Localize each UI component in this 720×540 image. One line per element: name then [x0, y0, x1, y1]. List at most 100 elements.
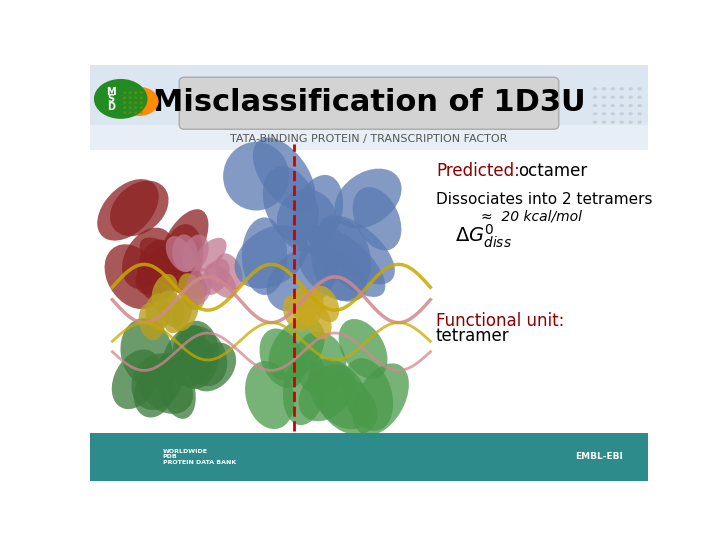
Circle shape — [629, 96, 633, 99]
Ellipse shape — [152, 274, 178, 311]
Circle shape — [619, 112, 624, 116]
Bar — [90, 65, 648, 148]
Text: $\Delta G^0_{diss}$: $\Delta G^0_{diss}$ — [456, 222, 513, 250]
Circle shape — [94, 79, 148, 119]
Text: Functional unit:: Functional unit: — [436, 312, 564, 329]
Ellipse shape — [294, 332, 346, 396]
Circle shape — [637, 104, 642, 107]
Ellipse shape — [172, 321, 219, 389]
Circle shape — [123, 106, 126, 109]
Ellipse shape — [334, 168, 402, 228]
Ellipse shape — [319, 215, 395, 285]
Ellipse shape — [156, 353, 196, 419]
Ellipse shape — [166, 236, 194, 272]
Ellipse shape — [311, 218, 371, 301]
Ellipse shape — [171, 295, 199, 331]
Text: D: D — [107, 102, 115, 112]
Circle shape — [593, 104, 597, 107]
Ellipse shape — [298, 289, 324, 326]
Ellipse shape — [299, 364, 356, 421]
Circle shape — [619, 87, 624, 91]
Ellipse shape — [172, 234, 197, 272]
Circle shape — [629, 120, 633, 124]
Circle shape — [611, 104, 615, 107]
Ellipse shape — [353, 363, 409, 435]
Ellipse shape — [162, 224, 203, 292]
Circle shape — [637, 96, 642, 99]
Circle shape — [629, 104, 633, 107]
Circle shape — [611, 112, 615, 116]
Ellipse shape — [308, 359, 370, 429]
Ellipse shape — [263, 166, 319, 243]
Ellipse shape — [204, 264, 237, 298]
Circle shape — [602, 120, 606, 124]
Circle shape — [611, 87, 615, 91]
Circle shape — [140, 91, 143, 94]
Ellipse shape — [135, 238, 200, 295]
Ellipse shape — [186, 268, 212, 305]
Ellipse shape — [194, 238, 227, 272]
Circle shape — [629, 112, 633, 116]
Ellipse shape — [309, 225, 385, 297]
Ellipse shape — [312, 286, 339, 322]
Circle shape — [619, 96, 624, 99]
Ellipse shape — [134, 367, 174, 417]
Text: M: M — [107, 87, 116, 97]
Circle shape — [629, 87, 633, 91]
Ellipse shape — [343, 358, 393, 431]
Text: Misclassification of 1D3U: Misclassification of 1D3U — [153, 87, 585, 117]
Circle shape — [140, 111, 143, 114]
Circle shape — [123, 91, 126, 94]
Ellipse shape — [283, 295, 310, 332]
Ellipse shape — [120, 318, 173, 387]
Ellipse shape — [189, 343, 236, 391]
Circle shape — [123, 102, 126, 104]
Ellipse shape — [317, 375, 377, 435]
Circle shape — [611, 96, 615, 99]
Circle shape — [619, 120, 624, 124]
Circle shape — [602, 96, 606, 99]
Ellipse shape — [140, 238, 207, 299]
Ellipse shape — [283, 351, 327, 425]
Ellipse shape — [223, 142, 289, 211]
Bar — [90, 433, 648, 481]
Circle shape — [123, 97, 126, 99]
Circle shape — [128, 97, 132, 99]
FancyBboxPatch shape — [179, 77, 559, 129]
Circle shape — [602, 87, 606, 91]
Circle shape — [120, 87, 158, 116]
Circle shape — [134, 97, 138, 99]
Circle shape — [602, 104, 606, 107]
Ellipse shape — [145, 293, 171, 331]
Ellipse shape — [299, 245, 366, 302]
Text: tetramer: tetramer — [436, 327, 510, 345]
Ellipse shape — [269, 318, 325, 381]
Circle shape — [140, 97, 143, 99]
Ellipse shape — [277, 189, 337, 252]
Circle shape — [593, 96, 597, 99]
Circle shape — [637, 120, 642, 124]
Circle shape — [593, 120, 597, 124]
Ellipse shape — [242, 218, 287, 295]
Ellipse shape — [137, 240, 181, 301]
Circle shape — [593, 87, 597, 91]
Text: EMBL-EBI: EMBL-EBI — [575, 453, 624, 461]
Circle shape — [637, 112, 642, 116]
Ellipse shape — [338, 319, 387, 379]
Circle shape — [128, 111, 132, 114]
Circle shape — [123, 111, 126, 114]
Ellipse shape — [178, 273, 205, 310]
Ellipse shape — [158, 291, 184, 327]
Ellipse shape — [216, 253, 243, 290]
Ellipse shape — [305, 303, 332, 340]
Text: WORLDWIDE
PDB
PROTEIN DATA BANK: WORLDWIDE PDB PROTEIN DATA BANK — [163, 449, 235, 465]
Text: TATA-BINDING PROTEIN / TRANSCRIPTION FACTOR: TATA-BINDING PROTEIN / TRANSCRIPTION FAC… — [230, 134, 508, 144]
Text: octamer: octamer — [518, 162, 588, 180]
Circle shape — [602, 112, 606, 116]
Text: S: S — [108, 94, 114, 104]
Ellipse shape — [104, 244, 162, 309]
Circle shape — [128, 102, 132, 104]
Circle shape — [134, 106, 138, 109]
Ellipse shape — [112, 349, 161, 409]
Ellipse shape — [245, 361, 294, 429]
